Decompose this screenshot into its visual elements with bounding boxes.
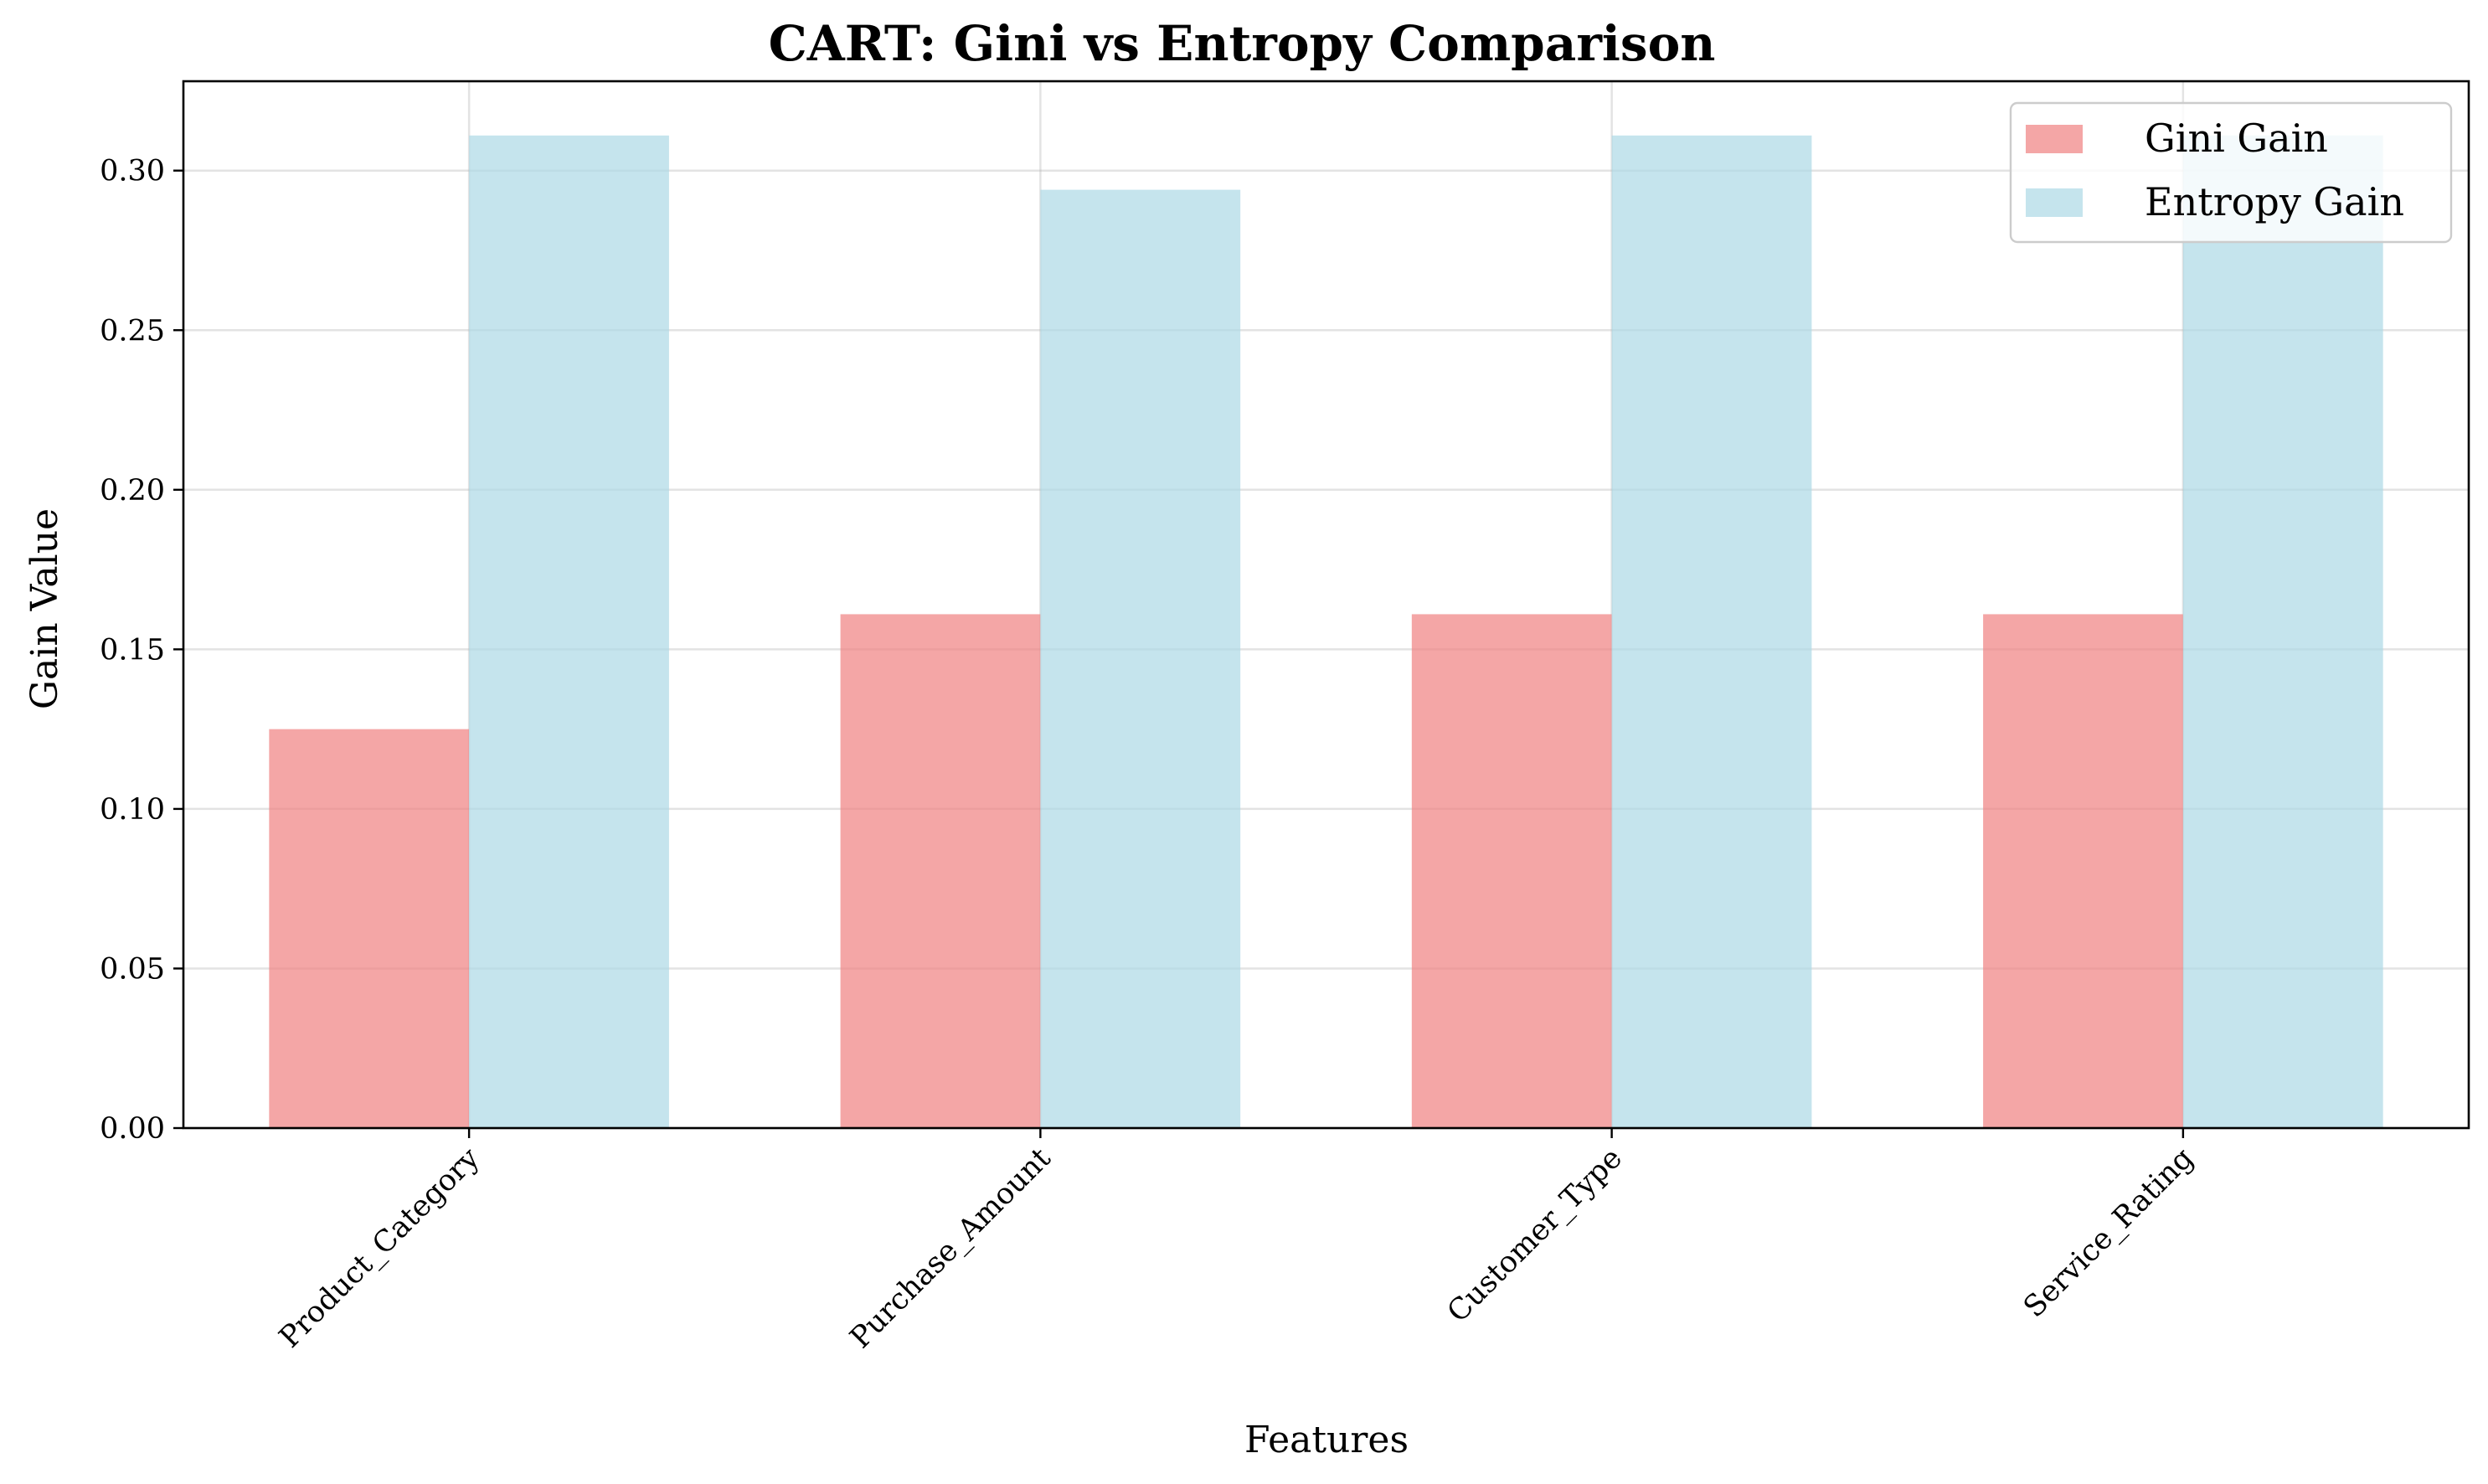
bar-gini-gain (269, 729, 470, 1128)
chart-title: CART: Gini vs Entropy Comparison (769, 15, 1716, 72)
y-tick-label: 0.20 (100, 474, 165, 508)
plot-frame (182, 80, 2470, 1130)
y-tick-label: 0.10 (100, 793, 165, 827)
bar-gini-gain (840, 614, 1041, 1128)
legend-swatch (2026, 125, 2083, 153)
x-tick-label: Customer_Type (1441, 1141, 1629, 1329)
x-tick-label: Service_Rating (2017, 1141, 2200, 1324)
y-tick-label: 0.30 (100, 155, 165, 188)
bar-entropy-gain (1040, 189, 1241, 1129)
legend-label: Gini Gain (2145, 116, 2328, 161)
legend: Gini Gain Entropy Gain (2009, 101, 2453, 244)
bar-gini-gain (1411, 614, 1612, 1128)
x-tick-label: Product_Category (273, 1141, 487, 1355)
x-tick-label: Purchase_Amount (844, 1141, 1058, 1355)
bar-entropy-gain (2182, 135, 2383, 1128)
y-tick-label: 0.15 (100, 633, 165, 667)
axes-layer (182, 80, 2470, 1130)
bar-gini-gain (1983, 614, 2183, 1128)
legend-box (2009, 101, 2453, 244)
x-axis-label: Features (1244, 1419, 1409, 1461)
legend-swatch (2026, 188, 2083, 217)
y-tick-label: 0.25 (100, 314, 165, 348)
y-tick-label: 0.00 (100, 1112, 165, 1146)
bars-layer (269, 135, 2383, 1129)
bar-entropy-gain (469, 135, 669, 1128)
y-axis-label: Gain Value (23, 508, 66, 709)
legend-label: Entropy Gain (2145, 179, 2404, 224)
bar-entropy-gain (1611, 135, 1812, 1128)
y-tick-label: 0.05 (100, 952, 165, 986)
